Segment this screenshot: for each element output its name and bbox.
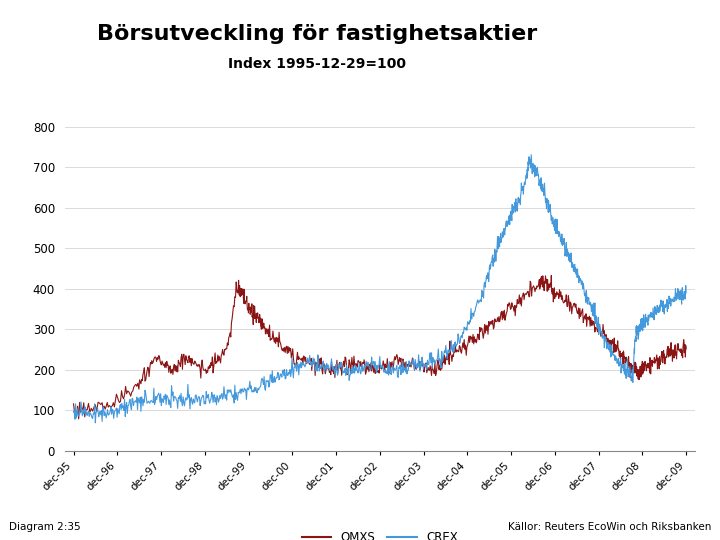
Text: Diagram 2:35: Diagram 2:35 (9, 522, 80, 532)
Text: Källor: Reuters EcoWin och Riksbanken: Källor: Reuters EcoWin och Riksbanken (508, 522, 711, 532)
Text: Börsutveckling för fastighetsaktier: Börsutveckling för fastighetsaktier (96, 24, 537, 44)
Text: RIKSBANK: RIKSBANK (646, 48, 683, 52)
Text: SVERIGES: SVERIGES (647, 30, 682, 35)
Text: Index 1995-12-29=100: Index 1995-12-29=100 (228, 57, 406, 71)
Legend: OMXS, CREX: OMXS, CREX (297, 526, 463, 540)
